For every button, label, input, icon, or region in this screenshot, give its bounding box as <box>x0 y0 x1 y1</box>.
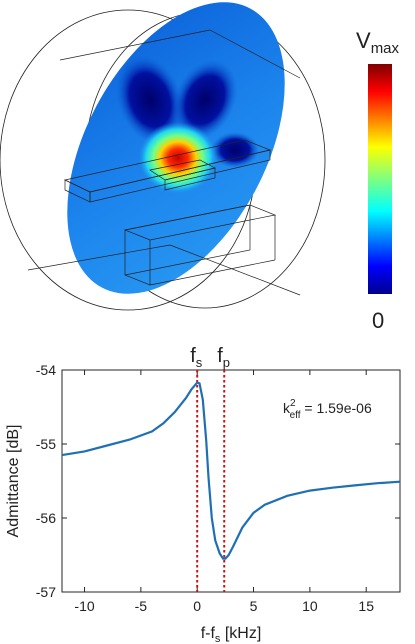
field-simulation-3d <box>0 2 326 311</box>
colorbar-min-label: 0 <box>372 308 384 333</box>
dark-lobe-top-right <box>172 59 238 141</box>
resonance-markers: fs fp <box>190 345 230 592</box>
x-tick-label: 0 <box>193 598 201 614</box>
field-hotspot <box>138 122 218 194</box>
x-tick-label: 10 <box>302 598 318 614</box>
y-axis-ticks: -57 -56 -55 -54 <box>36 362 400 600</box>
y-tick-label: -56 <box>36 510 56 526</box>
plot-area <box>61 369 401 593</box>
colorbar-title: Vmax <box>356 28 400 57</box>
colorbar: Vmax 0 <box>356 28 400 333</box>
x-axis-label: f-fs [kHz] <box>201 625 262 644</box>
y-tick-label: -54 <box>36 362 56 378</box>
x-tick-label: 5 <box>250 598 258 614</box>
electrode-wireframe <box>27 29 301 296</box>
x-tick-label: -5 <box>135 598 148 614</box>
dark-lobe-right <box>211 132 259 168</box>
resonance-marker-label: fs <box>190 345 203 370</box>
y-tick-label: -57 <box>36 584 56 600</box>
y-axis-label: Admittance [dB] <box>5 425 22 538</box>
x-axis-ticks: -10 -5 0 5 10 15 <box>74 370 374 614</box>
x-tick-label: -10 <box>74 598 94 614</box>
k-eff-annotation: k2 eff = 1.59e-06 <box>283 398 372 421</box>
dark-lobe-top <box>116 55 184 145</box>
y-tick-label: -55 <box>36 436 56 452</box>
admittance-series-line <box>61 381 401 560</box>
resonance-marker-label: fp <box>217 345 230 370</box>
x-tick-label: 15 <box>358 598 374 614</box>
admittance-chart: -57 -56 -55 -54 -10 -5 0 5 10 15 fs fp k2 eff = 1.… <box>5 345 401 644</box>
colorbar-scale <box>368 64 392 294</box>
